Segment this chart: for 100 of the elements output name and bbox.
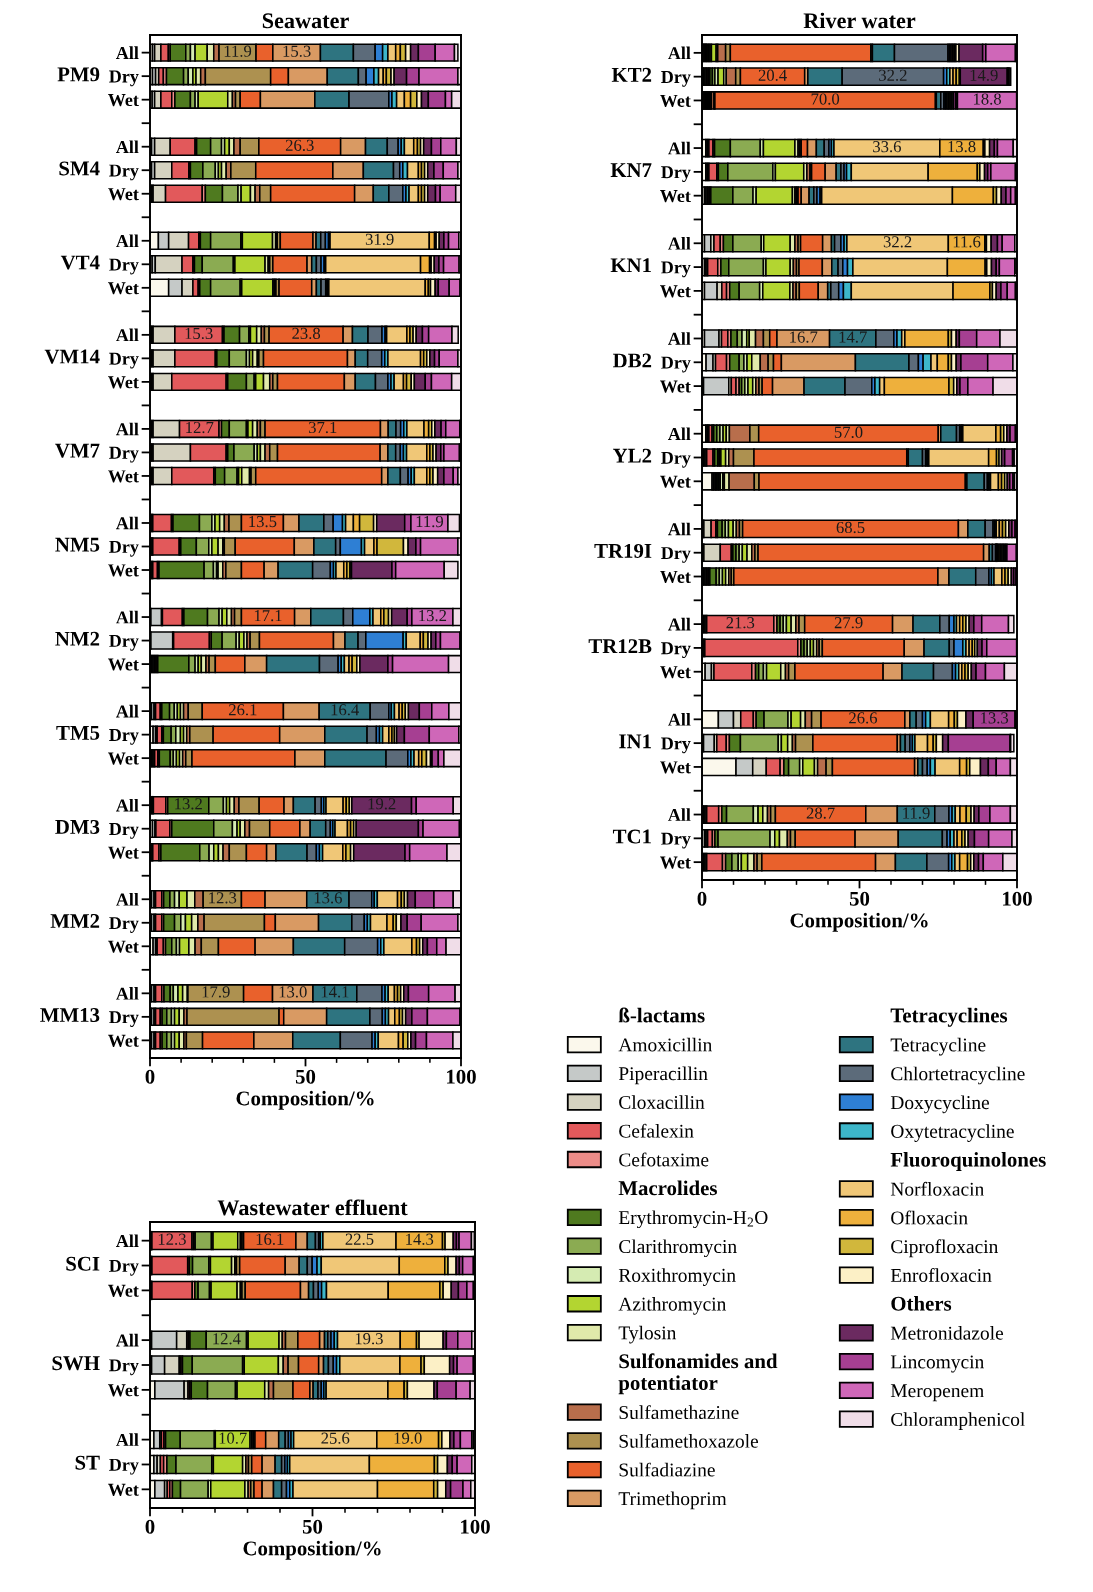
- data-label: 13.2: [419, 610, 447, 622]
- legend-label: Ciprofloxacin: [891, 1239, 999, 1258]
- y-tick-label: All: [667, 237, 691, 250]
- y-tick-label: Dry: [109, 634, 139, 651]
- legend-label: Enrofloxacin: [890, 1268, 992, 1282]
- y-tick-label: Dry: [109, 164, 139, 181]
- legend-label: Sulfamethoxazole: [619, 1433, 759, 1448]
- data-label: 57.0: [834, 426, 863, 438]
- data-label: 37.1: [308, 421, 337, 434]
- y-tick-label: Wet: [660, 475, 691, 488]
- y-tick-label: Wet: [108, 282, 139, 295]
- legend-label: Clarithromycin: [619, 1239, 737, 1258]
- y-tick-label: All: [667, 617, 691, 631]
- legend-label: Meropenem: [890, 1384, 984, 1402]
- y-tick-label: Dry: [661, 737, 691, 754]
- y-tick-label: Wet: [108, 846, 139, 859]
- y-tick-label: All: [667, 522, 691, 536]
- data-label: 20.4: [758, 69, 787, 81]
- legend-label: Cefotaxime: [619, 1152, 709, 1167]
- data-label: 19.0: [394, 1432, 422, 1444]
- x-tick-label: 0: [145, 1519, 155, 1534]
- x-tick-label: 100: [447, 1069, 476, 1084]
- text: IN1: [619, 734, 651, 749]
- text: Sulfonamides and potentiator: [618, 1353, 778, 1395]
- y-tick-label: All: [116, 704, 139, 718]
- y-tick-label: Dry: [109, 352, 139, 369]
- text: MM2: [50, 913, 100, 928]
- y-tick-label: All: [116, 234, 139, 248]
- x-tick-label: 50: [295, 1069, 316, 1084]
- y-tick-label: All: [116, 798, 139, 812]
- y-tick-label: Dry: [109, 1011, 139, 1027]
- data-label: 22.5: [345, 1233, 374, 1245]
- text: KN1: [610, 258, 651, 273]
- y-tick-label: All: [116, 1234, 139, 1247]
- y-tick-label: All: [116, 328, 139, 342]
- text: NM5: [55, 537, 100, 552]
- y-tick-label: Wet: [108, 376, 139, 389]
- legend-label: Tylosin: [618, 1325, 677, 1344]
- text: SWH: [52, 1356, 100, 1371]
- y-tick-label: All: [116, 892, 139, 906]
- data-label: 15.3: [283, 45, 311, 57]
- x-tick-label: 50: [302, 1519, 323, 1534]
- text: MM13: [40, 1008, 100, 1023]
- text: PM9: [57, 67, 100, 82]
- y-tick-label: Dry: [661, 832, 691, 849]
- text: ST: [75, 1455, 100, 1470]
- y-tick-label: Wet: [108, 752, 139, 765]
- y-tick-label: Wet: [108, 658, 139, 671]
- legend-label: Metronidazole: [890, 1326, 1004, 1340]
- data-label: 17.1: [254, 610, 282, 622]
- legend-label: Chloramphenicol: [891, 1412, 1025, 1430]
- x-tick-label: 100: [1003, 891, 1032, 906]
- legend-label: Cefalexin: [619, 1123, 694, 1138]
- y-tick-label: Wet: [108, 940, 139, 953]
- chart-title: River water: [803, 12, 916, 29]
- data-label: 26.3: [285, 139, 314, 151]
- y-tick-label: All: [667, 332, 691, 345]
- data-label: 32.2: [883, 236, 912, 248]
- x-axis-title: Composition/%: [236, 1090, 374, 1110]
- text: TR12B: [588, 639, 652, 653]
- legend-label: Piperacillin: [618, 1066, 708, 1085]
- data-label: 11.6: [953, 236, 981, 248]
- data-label: 16.4: [331, 704, 360, 716]
- data-label: 13.5: [249, 515, 277, 528]
- x-tick-label: 0: [697, 891, 707, 906]
- data-label: 18.8: [973, 93, 1002, 105]
- data-label: 33.6: [873, 141, 901, 153]
- data-label: 28.7: [806, 807, 835, 819]
- data-label: 12.3: [209, 892, 237, 904]
- legend-label: Ofloxacin: [891, 1210, 968, 1225]
- text: VM14: [44, 349, 100, 364]
- data-label: 26.1: [228, 704, 257, 716]
- chart-title: Wastewater effluent: [217, 1199, 408, 1216]
- y-tick-label: Dry: [661, 451, 691, 468]
- data-label: 27.9: [834, 617, 863, 629]
- y-tick-label: Wet: [660, 761, 691, 774]
- y-tick-label: All: [116, 987, 139, 1000]
- text: DM3: [55, 819, 100, 834]
- y-tick-label: Dry: [661, 356, 691, 373]
- y-tick-label: Dry: [109, 823, 139, 839]
- legend-label: Azithromycin: [618, 1296, 727, 1315]
- data-label: 16.7: [790, 331, 818, 343]
- y-tick-label: Wet: [108, 1034, 139, 1047]
- text: VT4: [60, 255, 100, 270]
- y-tick-label: Wet: [108, 188, 139, 201]
- legend-label: Doxycycline: [890, 1095, 990, 1114]
- x-tick-label: 50: [849, 891, 870, 906]
- data-label: 13.0: [279, 986, 307, 998]
- y-tick-label: Dry: [109, 70, 139, 87]
- y-tick-label: All: [667, 427, 691, 440]
- y-tick-label: All: [667, 808, 691, 821]
- data-label: 10.7: [219, 1432, 247, 1444]
- y-tick-label: Wet: [108, 1483, 139, 1496]
- y-tick-label: Dry: [109, 729, 139, 745]
- data-label: 16.1: [256, 1233, 284, 1245]
- y-tick-label: Wet: [660, 380, 691, 393]
- y-tick-label: Wet: [108, 1284, 139, 1297]
- y-tick-label: Dry: [661, 261, 691, 278]
- y-tick-label: All: [667, 713, 691, 726]
- data-label: 25.6: [321, 1432, 350, 1444]
